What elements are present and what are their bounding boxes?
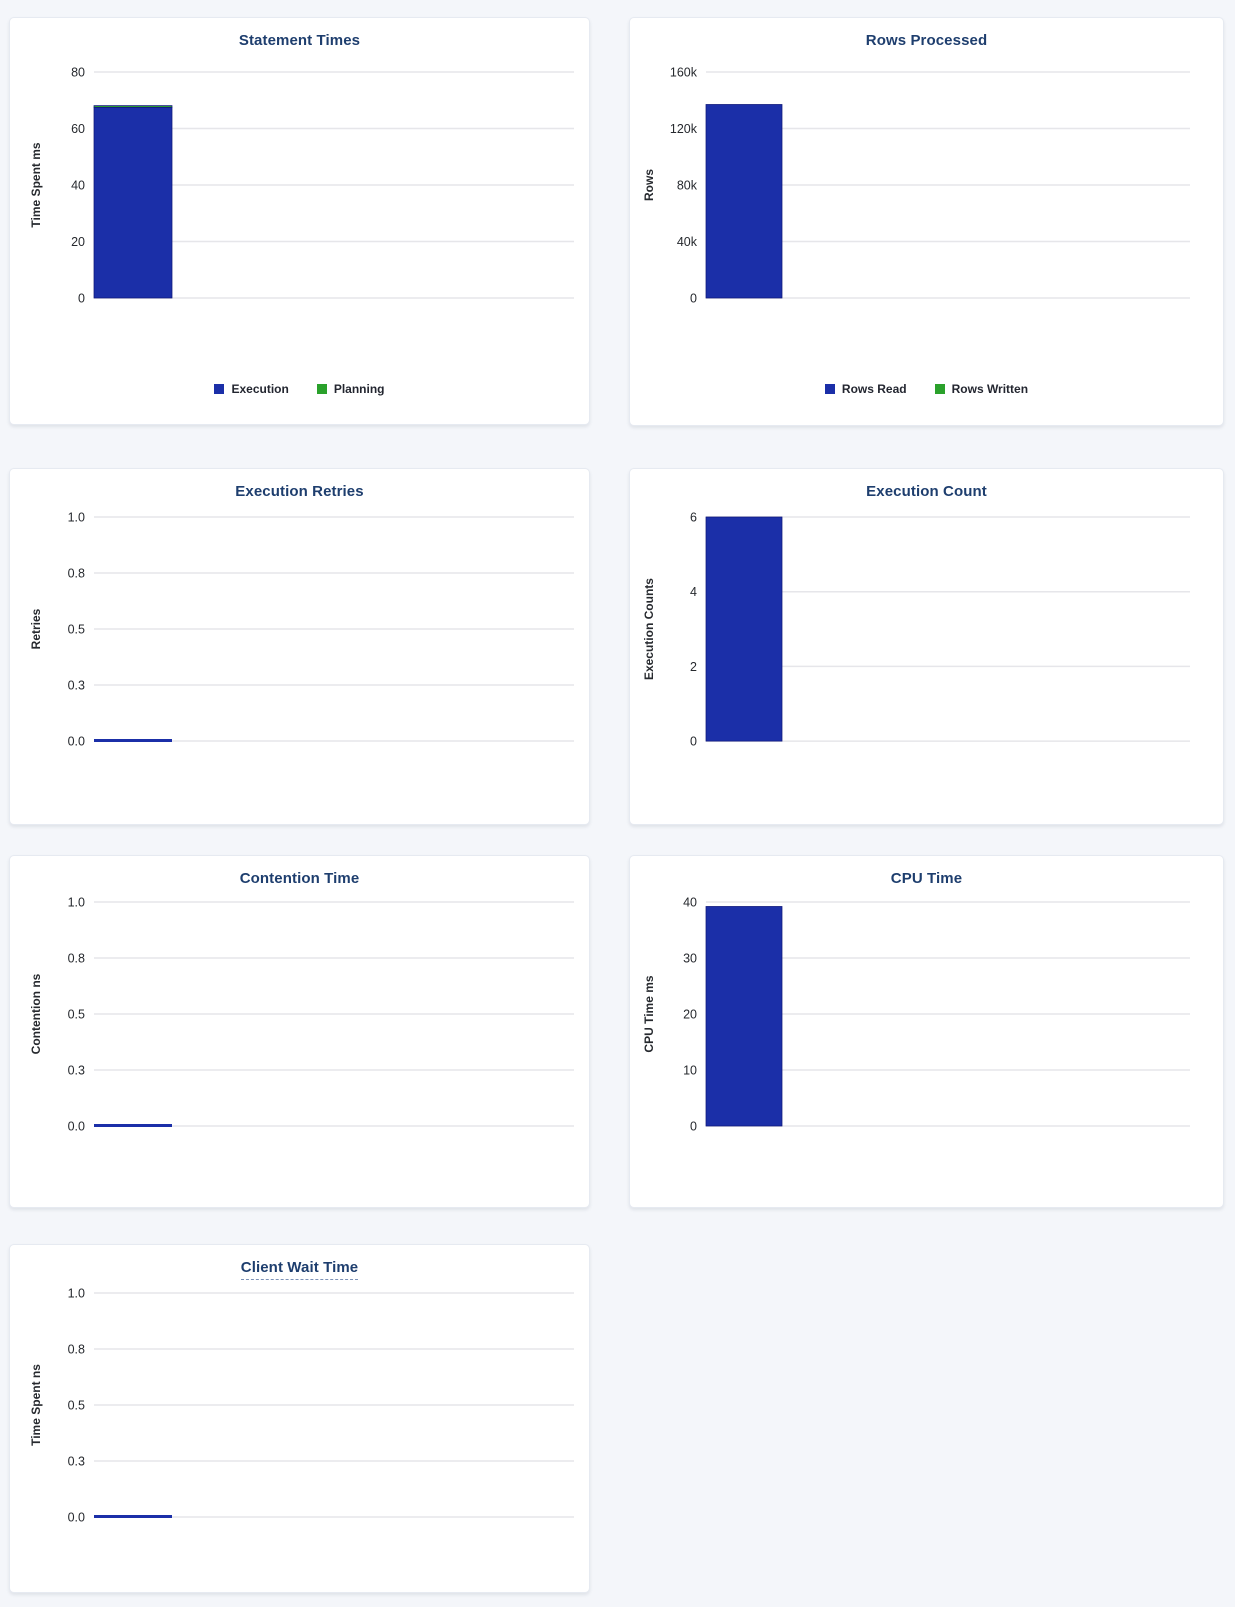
- y-tick-label: 80: [71, 66, 85, 80]
- y-tick-label: 0.8: [68, 1343, 85, 1357]
- y-tick-label: 120k: [670, 122, 698, 136]
- y-tick-label: 0: [690, 735, 697, 749]
- bar-planning[interactable]: [93, 105, 173, 108]
- chart-card-rows-processed: 160k 120k 80k 40k 0 Rows Rows Processed Rows …: [629, 17, 1224, 426]
- y-tick-label: 20: [683, 1008, 697, 1022]
- chart-card-execution-retries: 1.0 0.8 0.5 0.3 0.0 Retries Execution Retries: [9, 468, 590, 825]
- y-axis-label: Retries: [29, 608, 43, 649]
- legend-label: Rows Written: [951, 382, 1029, 396]
- execution-retries-chart: 1.0 0.8 0.5 0.3 0.0 Retries: [29, 511, 574, 749]
- chart-title-execution-count: Execution Count: [866, 483, 987, 500]
- y-axis-label: Time Spent ns: [29, 1364, 43, 1446]
- y-tick-label: 0.0: [68, 1120, 85, 1134]
- y-tick-label: 0.8: [68, 952, 85, 966]
- y-axis-label: CPU Time ms: [642, 975, 656, 1052]
- y-tick-label: 2: [690, 660, 697, 674]
- bar-execution-counts[interactable]: [705, 516, 783, 742]
- chart-card-client-wait-time: 1.0 0.8 0.5 0.3 0.0 Time Spent ns Client Wait…: [9, 1244, 590, 1593]
- y-tick-label: 30: [683, 952, 697, 966]
- y-tick-label: 0.0: [68, 735, 85, 749]
- contention-time-chart: 1.0 0.8 0.5 0.3 0.0 Contention ns: [29, 896, 574, 1134]
- y-axis-label: Contention ns: [29, 973, 43, 1054]
- y-tick-label: 10: [683, 1064, 697, 1078]
- y-tick-label: 0: [690, 292, 697, 306]
- chart-title-cpu-time: CPU Time: [890, 870, 963, 887]
- y-axis-label: Time Spent ms: [29, 142, 43, 227]
- y-tick-label: 0.5: [68, 1399, 85, 1413]
- y-tick-label: 20: [71, 235, 85, 249]
- zero-value-bar[interactable]: [94, 1515, 172, 1518]
- chart-card-execution-count: 6 4 2 0 Execution Counts Execution Count: [629, 468, 1224, 825]
- y-tick-label: 80k: [677, 179, 698, 193]
- y-tick-label: 0.5: [68, 623, 85, 637]
- execution-count-chart: 6 4 2 0 Execution Counts: [642, 511, 1190, 749]
- y-tick-label: 1.0: [68, 896, 85, 910]
- legend-swatch-icon: [934, 384, 945, 394]
- y-tick-label: 40: [71, 179, 85, 193]
- cpu-time-chart: 40 30 20 10 0 CPU Time ms: [642, 896, 1190, 1134]
- y-tick-label: 0: [690, 1120, 697, 1134]
- chart-title-client-wait-time[interactable]: Client Wait Time: [10, 1259, 589, 1280]
- y-tick-label: 0.3: [68, 1064, 85, 1078]
- legend-label: Rows Read: [841, 382, 907, 396]
- chart-title-execution-retries: Execution Retries: [235, 483, 364, 500]
- chart-card-cpu-time: 40 30 20 10 0 CPU Time ms CPU Time: [629, 855, 1224, 1208]
- y-tick-label: 40: [683, 896, 697, 910]
- chart-legend-rows-processed: Rows Read Rows Written: [630, 382, 1223, 396]
- chart-title-statement-times: Statement Times: [238, 32, 361, 49]
- y-tick-label: 0.0: [68, 1511, 85, 1525]
- statement-times-chart: 80 60 40 20 0 Time Spent ms: [29, 66, 574, 306]
- bar-execution[interactable]: [93, 106, 173, 299]
- legend-item-rows-read: Rows Read: [824, 382, 907, 396]
- legend-item-planning: Planning: [316, 382, 385, 396]
- legend-swatch-icon: [824, 384, 835, 394]
- legend-swatch-icon: [214, 384, 225, 394]
- y-tick-label: 0.5: [68, 1008, 85, 1022]
- legend-swatch-icon: [316, 384, 327, 394]
- y-axis-label: Execution Counts: [642, 578, 656, 680]
- y-tick-label: 0.3: [68, 679, 85, 693]
- bar-rows-read[interactable]: [705, 104, 783, 299]
- legend-item-rows-written: Rows Written: [934, 382, 1029, 396]
- zero-value-bar[interactable]: [94, 739, 172, 742]
- y-tick-label: 60: [71, 122, 85, 136]
- zero-value-bar[interactable]: [94, 1124, 172, 1127]
- rows-processed-chart: 160k 120k 80k 40k 0 Rows: [642, 66, 1190, 306]
- chart-legend-statement-times: Execution Planning: [10, 382, 589, 396]
- chart-card-contention-time: 1.0 0.8 0.5 0.3 0.0 Contention ns Contention …: [9, 855, 590, 1208]
- y-tick-label: 160k: [670, 66, 698, 80]
- legend-label: Execution: [231, 382, 289, 396]
- chart-title-contention-time: Contention Time: [239, 870, 360, 887]
- y-tick-label: 0: [78, 292, 85, 306]
- legend-item-execution: Execution: [214, 382, 289, 396]
- y-tick-label: 4: [690, 585, 697, 599]
- y-tick-label: 1.0: [68, 1287, 85, 1301]
- bar-cpu-time[interactable]: [705, 906, 783, 1127]
- client-wait-time-chart: 1.0 0.8 0.5 0.3 0.0 Time Spent ns: [29, 1287, 574, 1525]
- chart-title-rows-processed: Rows Processed: [865, 32, 988, 49]
- y-axis-label: Rows: [642, 169, 656, 201]
- y-tick-label: 1.0: [68, 511, 85, 525]
- legend-label: Planning: [333, 382, 385, 396]
- y-tick-label: 40k: [677, 235, 698, 249]
- chart-card-statement-times: 80 60 40 20 0 Time Spent ms Statement Times E…: [9, 17, 590, 425]
- y-tick-label: 0.3: [68, 1455, 85, 1469]
- y-tick-label: 0.8: [68, 567, 85, 581]
- y-tick-label: 6: [690, 511, 697, 525]
